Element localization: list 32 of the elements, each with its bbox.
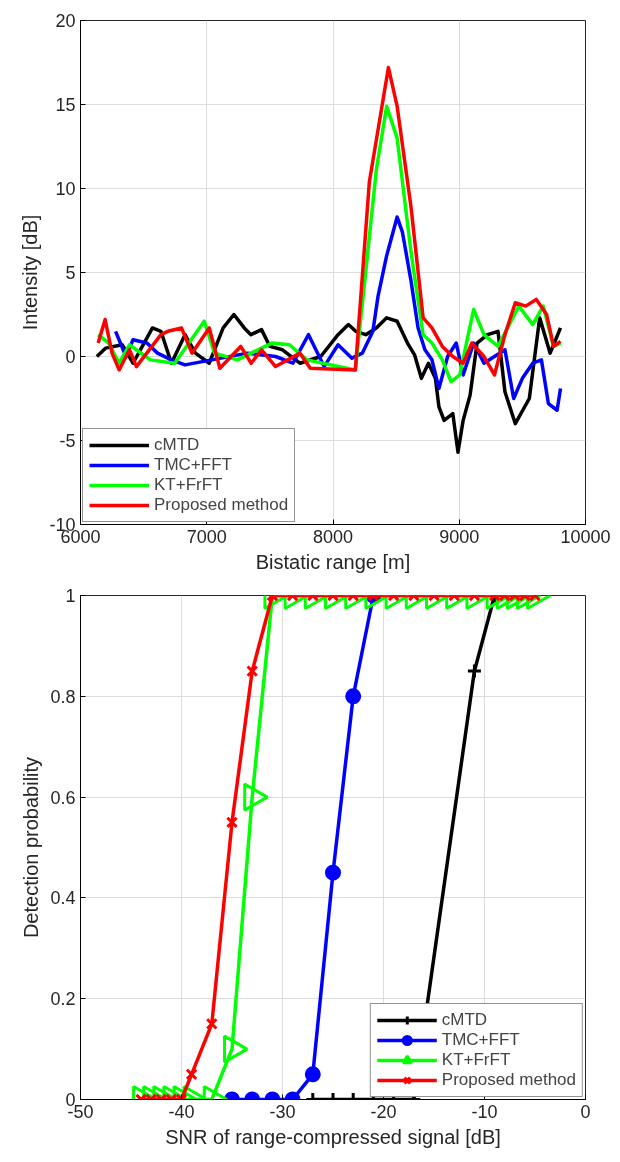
legend-label: KT+FrFT — [154, 475, 223, 495]
legend-label: KT+FrFT — [441, 1050, 511, 1070]
y-tick-label: 20 — [55, 11, 76, 31]
y-tick-label: 1 — [65, 586, 76, 606]
x-tick-label: -40 — [168, 1101, 195, 1122]
y-axis-title: Detection probability — [20, 756, 43, 939]
x-axis-title: SNR of range-compressed signal [dB] — [165, 1125, 501, 1148]
legend-label: Proposed method — [441, 1070, 576, 1090]
legend-label: TMC+FFT — [154, 455, 232, 475]
y-tick-label: 0.2 — [50, 989, 76, 1010]
legend-label: cMTD — [441, 1010, 488, 1030]
y-tick-label: 15 — [55, 95, 76, 115]
x-tick-label: 0 — [580, 1101, 591, 1122]
y-tick-label: 5 — [65, 263, 76, 283]
x-axis-title: Bistatic range [m] — [255, 550, 411, 573]
y-tick-label: 0.6 — [50, 787, 76, 808]
x-tick-label: -10 — [471, 1101, 498, 1122]
y-tick-label: 0.4 — [50, 888, 76, 909]
y-tick-label: 0.8 — [50, 686, 76, 707]
x-tick-label: 7000 — [186, 526, 227, 547]
legend-label: cMTD — [154, 435, 200, 455]
legend-label: TMC+FFT — [441, 1030, 520, 1050]
y-tick-label: 10 — [55, 179, 76, 199]
y-tick-label: -5 — [59, 431, 76, 451]
y-tick-label: 0 — [65, 347, 76, 367]
x-tick-label: -20 — [370, 1101, 397, 1122]
x-tick-label: -30 — [269, 1101, 296, 1122]
x-tick-label: 9000 — [439, 526, 480, 547]
y-axis-title: Intensity [dB] — [19, 214, 42, 331]
x-tick-label: 8000 — [312, 526, 354, 547]
legend-label: Proposed method — [154, 495, 289, 515]
x-tick-label: 10000 — [560, 526, 611, 547]
